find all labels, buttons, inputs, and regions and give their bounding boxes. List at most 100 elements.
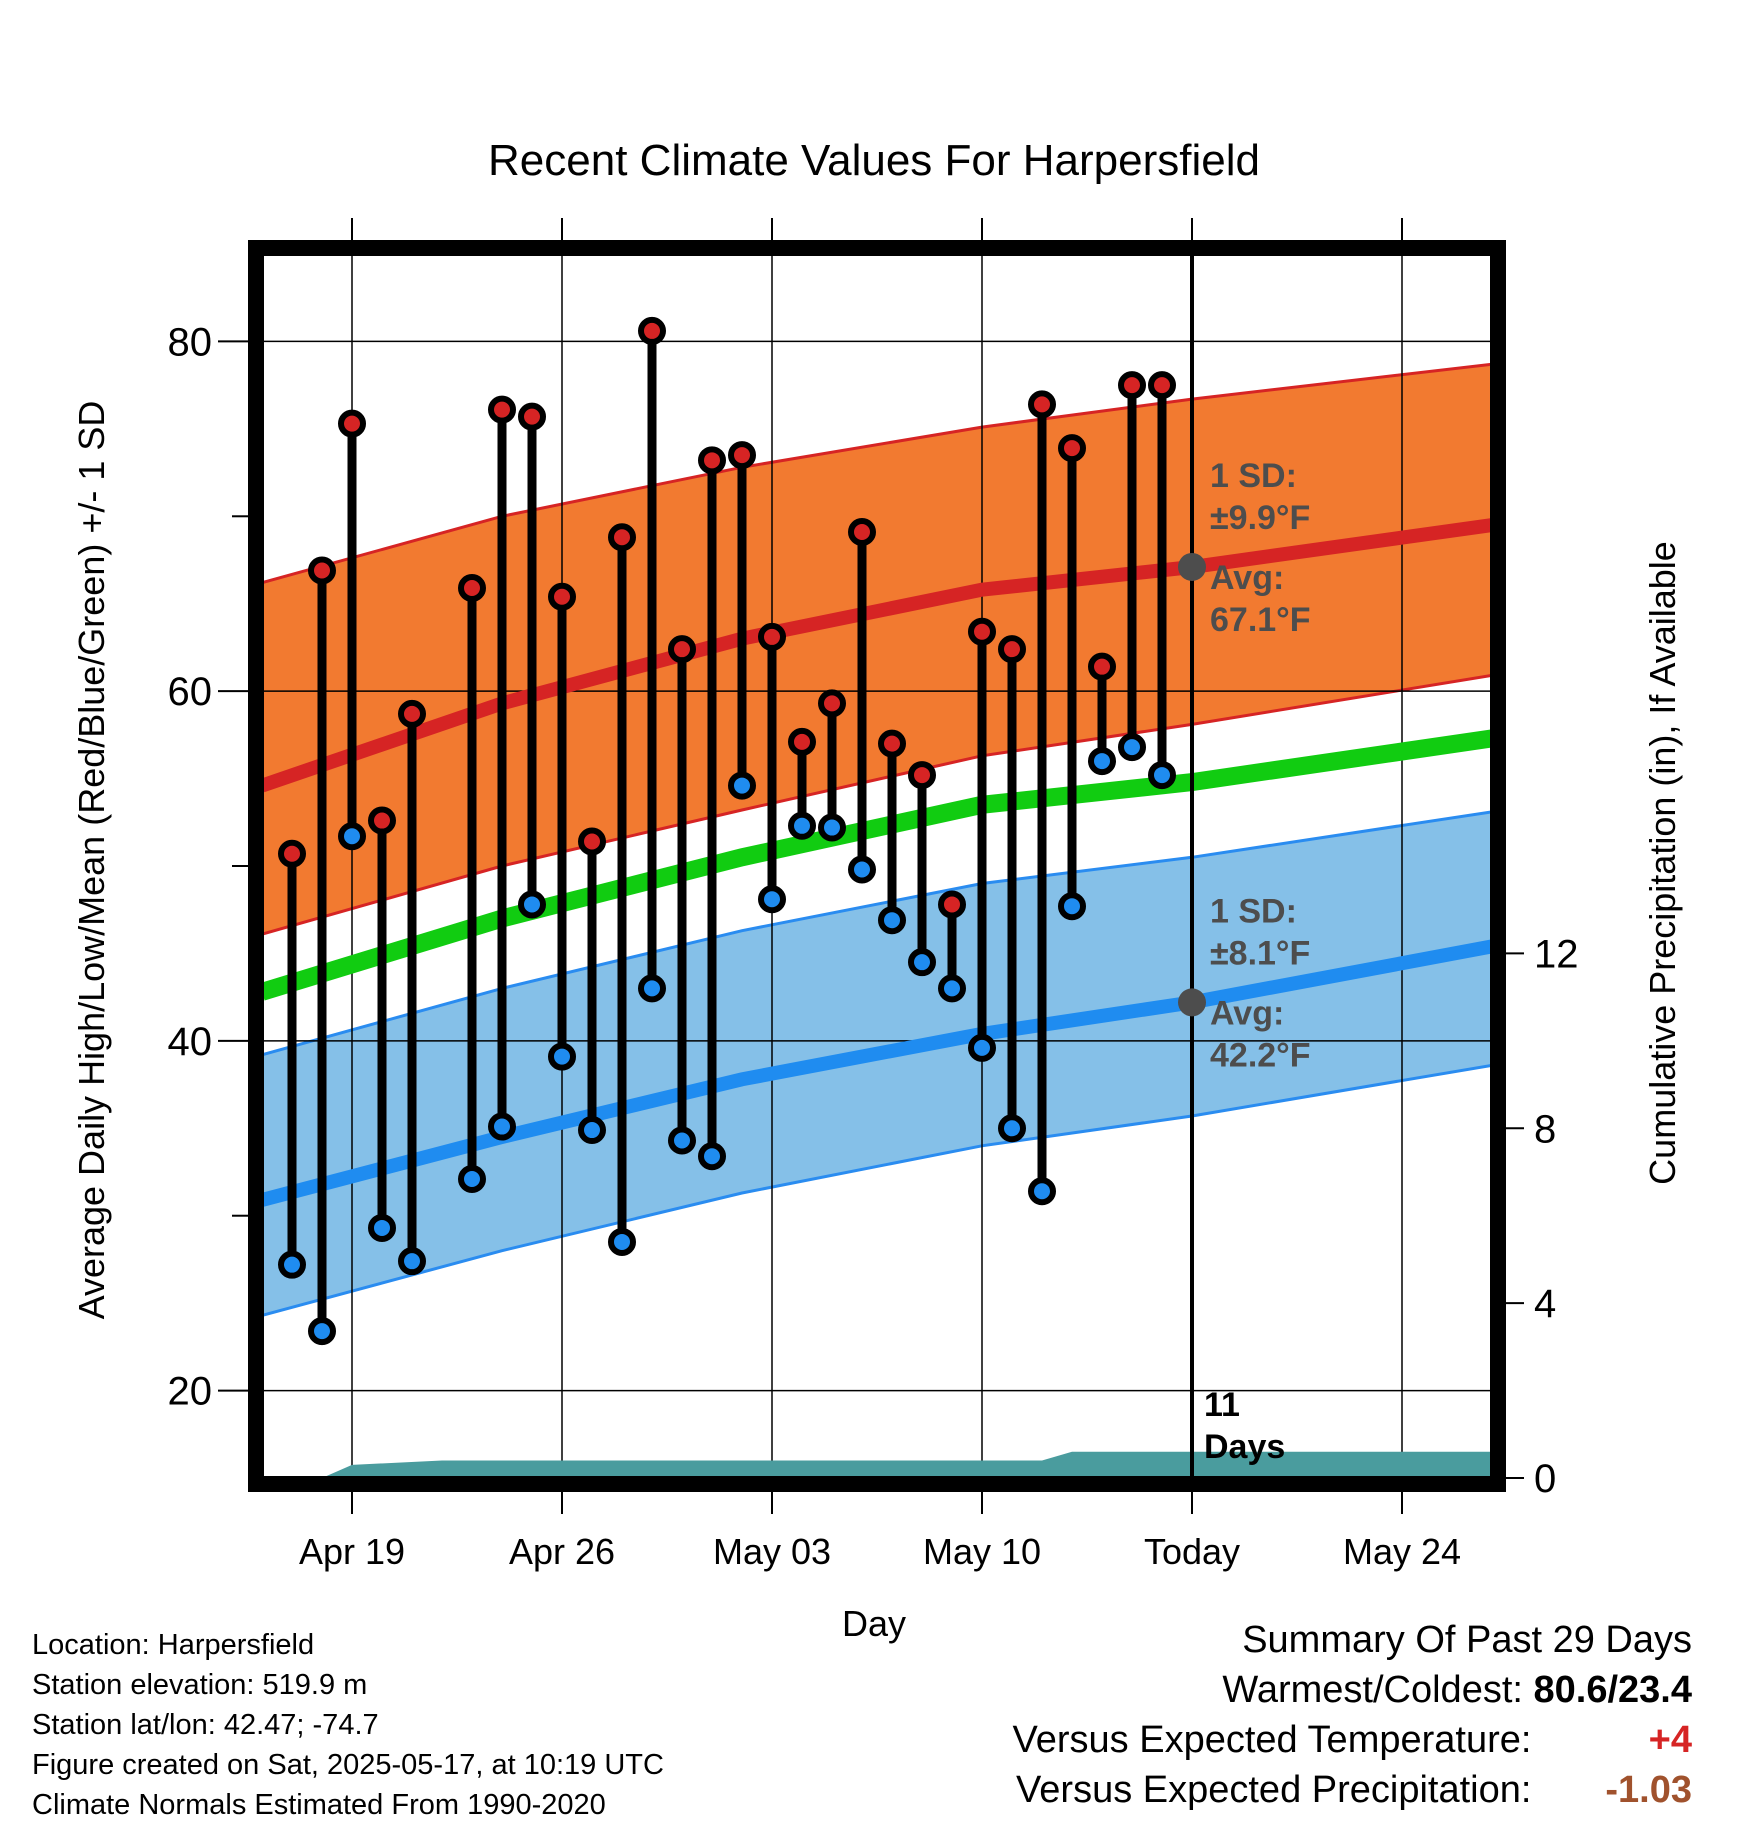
temp-departure-value: +4 bbox=[1648, 1719, 1692, 1761]
day-high-marker-11 bbox=[638, 316, 666, 345]
day-high-marker-20 bbox=[908, 761, 936, 790]
y2-tick-label-3: 12 bbox=[1534, 932, 1579, 976]
normal-low-line bbox=[262, 939, 1492, 1207]
day-low-marker-1 bbox=[308, 1317, 336, 1346]
day-low-marker-5 bbox=[458, 1164, 486, 1193]
day-high-marker-13 bbox=[698, 446, 726, 475]
x-tick-label-4: Today bbox=[1144, 1531, 1240, 1572]
y-tick-label-0: 20 bbox=[168, 1370, 213, 1414]
day-high-marker-10 bbox=[608, 523, 636, 552]
day-high-marker-6 bbox=[488, 395, 516, 424]
created-text: Figure created on Sat, 2025-05-17, at 10… bbox=[32, 1749, 664, 1781]
day-high-marker-18 bbox=[848, 518, 876, 547]
x-tick-label-3: May 10 bbox=[923, 1531, 1041, 1572]
day-high-marker-17 bbox=[818, 689, 846, 718]
day-low-marker-12 bbox=[668, 1126, 696, 1155]
day-high-marker-25 bbox=[1058, 434, 1086, 463]
summary-panel: Summary Of Past 29 Days Warmest/Coldest:… bbox=[1013, 1615, 1692, 1815]
location-text: Location: Harpersfield bbox=[32, 1629, 315, 1661]
day-low-marker-4 bbox=[398, 1247, 426, 1276]
y2-tick-label-1: 4 bbox=[1534, 1282, 1556, 1326]
y-tick-label-3: 80 bbox=[168, 320, 213, 364]
high-avg-value: 67.1°F bbox=[1210, 601, 1311, 639]
day-high-marker-15 bbox=[758, 622, 786, 651]
day-high-marker-19 bbox=[878, 729, 906, 758]
day-high-marker-16 bbox=[788, 727, 816, 756]
day-low-marker-18 bbox=[848, 855, 876, 884]
day-low-marker-24 bbox=[1028, 1177, 1056, 1206]
day-low-marker-2 bbox=[338, 822, 366, 851]
low-avg-value: 42.2°F bbox=[1210, 1036, 1311, 1074]
day-high-marker-1 bbox=[308, 556, 336, 585]
x-tick-label-0: Apr 19 bbox=[299, 1531, 405, 1572]
day-low-marker-25 bbox=[1058, 892, 1086, 921]
high-sd-band bbox=[262, 364, 1492, 935]
day-high-marker-3 bbox=[368, 806, 396, 835]
plot-contents: 1 SD: ±9.9°F Avg: 67.1°F 1 SD: ±8.1°F Avg: 42.2… bbox=[262, 254, 1492, 1478]
warmest-value: 80.6/23.4 bbox=[1533, 1669, 1692, 1711]
day-high-marker-27 bbox=[1118, 371, 1146, 400]
day-low-marker-22 bbox=[968, 1033, 996, 1062]
day-low-marker-14 bbox=[728, 771, 756, 800]
warmest-label: Warmest/Coldest: bbox=[1222, 1669, 1523, 1711]
station-info: Location: Harpersfield Station elevation… bbox=[32, 1625, 664, 1825]
low-avg-label: Avg: bbox=[1210, 994, 1284, 1032]
day-high-marker-14 bbox=[728, 441, 756, 470]
today-days-number: 11 bbox=[1204, 1386, 1240, 1424]
day-high-marker-4 bbox=[398, 699, 426, 728]
y2-tick-label-0: 0 bbox=[1534, 1457, 1556, 1501]
day-high-marker-28 bbox=[1148, 371, 1176, 400]
latlon-text: Station lat/lon: 42.47; -74.7 bbox=[32, 1709, 379, 1741]
day-low-marker-16 bbox=[788, 811, 816, 840]
low-band-upper-edge bbox=[262, 810, 1492, 1057]
summary-title: Summary Of Past 29 Days bbox=[1242, 1619, 1692, 1661]
precip-departure-value: -1.03 bbox=[1605, 1769, 1692, 1811]
day-high-marker-0 bbox=[278, 839, 306, 868]
today-low-avg-marker bbox=[1178, 988, 1206, 1017]
day-low-marker-26 bbox=[1088, 747, 1116, 776]
y-tick-label-2: 60 bbox=[168, 670, 213, 714]
x-tick-label-2: May 03 bbox=[713, 1531, 831, 1572]
day-high-marker-5 bbox=[458, 573, 486, 602]
day-low-marker-11 bbox=[638, 974, 666, 1003]
high-avg-label: Avg: bbox=[1210, 559, 1284, 597]
day-low-marker-15 bbox=[758, 885, 786, 914]
high-sd-label: 1 SD: bbox=[1210, 457, 1297, 495]
high-band-upper-edge bbox=[262, 362, 1492, 585]
low-sd-band bbox=[262, 811, 1492, 1316]
day-low-marker-20 bbox=[908, 948, 936, 977]
precip-area bbox=[262, 1451, 1492, 1478]
day-high-marker-2 bbox=[338, 409, 366, 438]
low-band-lower-edge bbox=[262, 1063, 1492, 1317]
day-low-marker-0 bbox=[278, 1250, 306, 1279]
day-high-marker-22 bbox=[968, 617, 996, 646]
day-high-marker-24 bbox=[1028, 390, 1056, 419]
day-high-marker-8 bbox=[548, 582, 576, 611]
warmest-coldest-row: Warmest/Coldest: 80.6/23.4 bbox=[1013, 1665, 1692, 1715]
plot-area: 1 SD: ±9.9°F Avg: 67.1°F 1 SD: ±8.1°F Avg: 42.2… bbox=[262, 254, 1492, 1478]
low-sd-value: ±8.1°F bbox=[1210, 934, 1310, 972]
day-high-marker-23 bbox=[998, 635, 1026, 664]
y2-tick-label-2: 8 bbox=[1534, 1107, 1556, 1151]
temp-departure-label: Versus Expected Temperature: bbox=[1012, 1719, 1532, 1761]
today-days-label: Days bbox=[1204, 1428, 1285, 1466]
day-low-marker-17 bbox=[818, 813, 846, 842]
day-low-marker-6 bbox=[488, 1112, 516, 1141]
day-low-marker-8 bbox=[548, 1042, 576, 1071]
day-low-marker-9 bbox=[578, 1116, 606, 1145]
day-high-marker-9 bbox=[578, 827, 606, 856]
plot-frame bbox=[248, 240, 1506, 1492]
precip-departure-label: Versus Expected Precipitation: bbox=[1016, 1769, 1532, 1811]
temp-departure-row: Versus Expected Temperature: +4 bbox=[1013, 1715, 1692, 1765]
precip-departure-row: Versus Expected Precipitation: -1.03 bbox=[1013, 1765, 1692, 1815]
day-low-marker-13 bbox=[698, 1142, 726, 1171]
day-low-marker-7 bbox=[518, 890, 546, 919]
chart-title: Recent Climate Values For Harpersfield bbox=[488, 136, 1260, 185]
day-high-marker-21 bbox=[938, 890, 966, 919]
day-low-marker-21 bbox=[938, 974, 966, 1003]
low-sd-label: 1 SD: bbox=[1210, 892, 1297, 930]
day-low-marker-3 bbox=[368, 1213, 396, 1242]
day-low-marker-19 bbox=[878, 906, 906, 935]
x-axis-label: Day bbox=[842, 1603, 906, 1644]
